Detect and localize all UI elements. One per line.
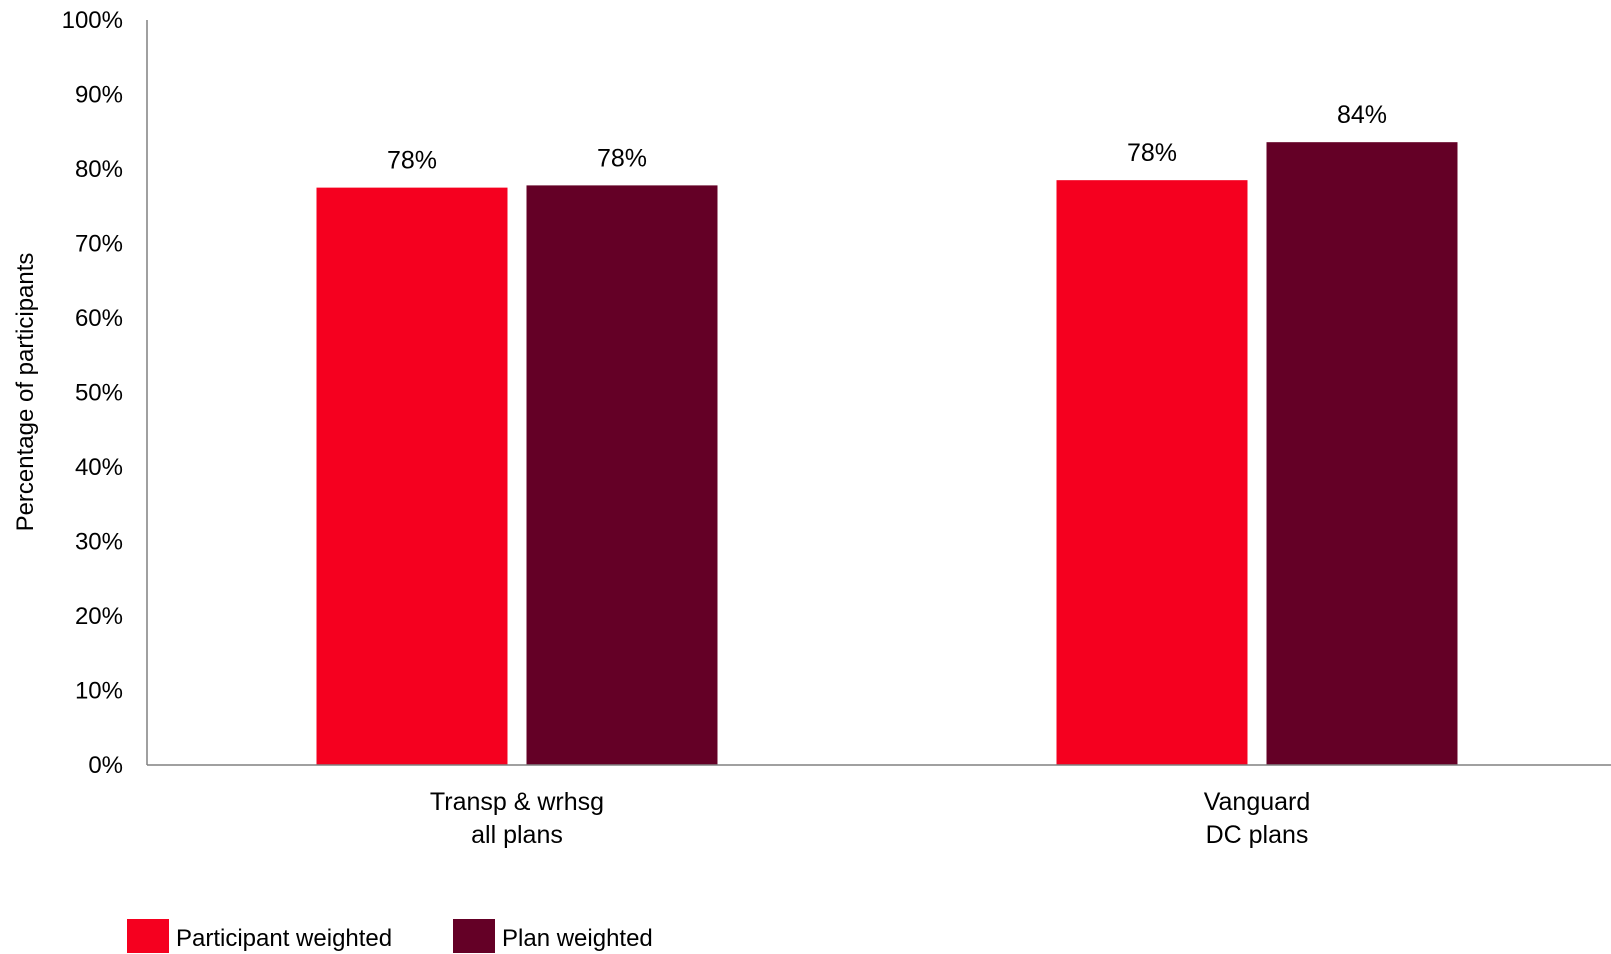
y-tick-label-20: 20% — [75, 603, 123, 630]
legend: Participant weighted Plan weighted — [127, 919, 653, 953]
bar-0-1 — [526, 185, 718, 765]
y-tick-label-40: 40% — [75, 454, 123, 481]
bar-0-0 — [316, 187, 508, 765]
legend-swatch-1 — [453, 919, 495, 953]
legend-label-0: Participant weighted — [176, 925, 392, 952]
legend-label-1: Plan weighted — [502, 925, 653, 952]
data-labels: 78% 78% 78% 84% — [387, 101, 1387, 174]
data-label-1-0: 78% — [1127, 139, 1177, 167]
y-tick-label-80: 80% — [75, 156, 123, 183]
category-label-0-line-1: all plans — [471, 821, 563, 849]
category-label-1-line-0: Vanguard — [1204, 788, 1311, 816]
y-tick-label-10: 10% — [75, 678, 123, 705]
axes — [146, 20, 1611, 766]
data-label-0-0: 78% — [387, 147, 437, 175]
data-label-0-1: 78% — [597, 144, 647, 172]
y-tick-label-30: 30% — [75, 529, 123, 556]
y-tick-label-100: 100% — [62, 7, 123, 34]
category-label-1-line-1: DC plans — [1206, 821, 1309, 849]
y-tick-label-60: 60% — [75, 305, 123, 332]
y-axis-title: Percentage of participants — [12, 253, 39, 532]
bar-1-1 — [1266, 142, 1458, 765]
bar-1-0 — [1056, 180, 1248, 766]
y-tick-label-90: 90% — [75, 82, 123, 109]
y-axis-ticks: 0% 10% 20% 30% 40% 50% 60% 70% 80% 90% 100% — [62, 7, 123, 779]
y-tick-label-0: 0% — [88, 752, 123, 779]
legend-swatch-0 — [127, 919, 169, 953]
category-label-0-line-0: Transp & wrhsg — [430, 788, 604, 816]
category-labels: Transp & wrhsg all plans Vanguard DC plans — [430, 788, 1310, 849]
data-label-1-1: 84% — [1337, 101, 1387, 129]
bars — [316, 142, 1458, 766]
y-tick-label-50: 50% — [75, 380, 123, 407]
y-tick-label-70: 70% — [75, 231, 123, 258]
